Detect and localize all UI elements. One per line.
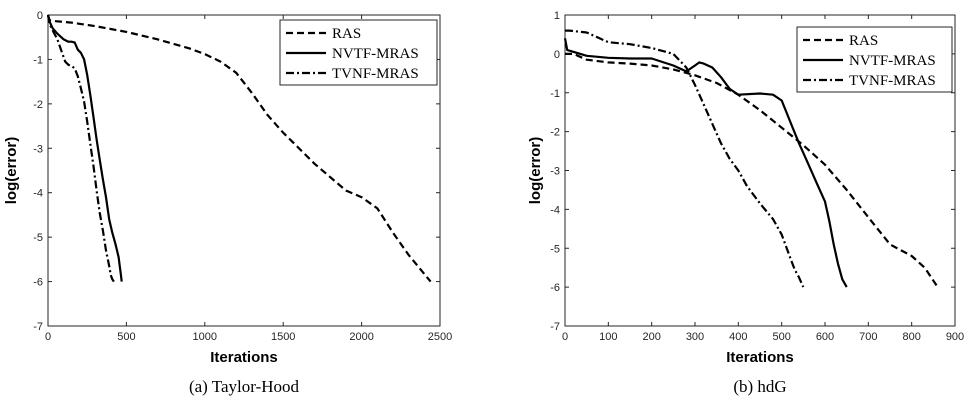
- y-tick-label: -5: [550, 243, 560, 255]
- x-tick-label: 900: [946, 331, 964, 343]
- legend-entry-tvnf-mras: TVNF-MRAS: [332, 66, 419, 82]
- y-tick-label: -2: [550, 127, 560, 139]
- y-tick-label: -2: [33, 99, 43, 111]
- y-tick-label: -5: [33, 232, 43, 244]
- x-tick-label: 1000: [193, 331, 217, 343]
- x-tick-label: 400: [729, 331, 747, 343]
- series-line-ras: [46, 14, 432, 283]
- axes-box: [47, 14, 441, 327]
- y-tick-label: -6: [33, 277, 43, 289]
- legend-entry-nvtf-mras: NVTF-MRAS: [332, 46, 419, 62]
- x-tick-label: 500: [117, 331, 135, 343]
- x-tick-label: 700: [859, 331, 877, 343]
- y-tick-label: -3: [550, 166, 560, 178]
- series-line-ras: [565, 52, 939, 288]
- x-tick-label: 1500: [271, 331, 295, 343]
- y-tick-label: -4: [550, 204, 560, 216]
- x-tick-label: 200: [642, 331, 660, 343]
- panel-caption: (b) hdG: [733, 377, 786, 396]
- y-tick-label: -6: [550, 282, 560, 294]
- y-tick-label: -3: [33, 143, 43, 155]
- x-axis-label: Iterations: [210, 349, 278, 366]
- x-tick-label: 2500: [428, 331, 452, 343]
- y-axis-label: log(error): [527, 137, 544, 205]
- series-line-tvnf-mras: [46, 14, 115, 283]
- legend-entry-tvnf-mras: TVNF-MRAS: [849, 73, 936, 89]
- y-tick-label: -4: [33, 188, 43, 200]
- y-tick-label: -7: [33, 321, 43, 333]
- y-tick-label: 1: [554, 10, 560, 22]
- y-tick-label: 0: [37, 10, 43, 22]
- x-tick-label: 300: [686, 331, 704, 343]
- x-tick-label: 0: [562, 331, 568, 343]
- x-axis-label: Iterations: [726, 349, 794, 366]
- x-tick-label: 0: [45, 331, 51, 343]
- series-line-tvnf-mras: [565, 29, 805, 288]
- legend-entry-nvtf-mras: NVTF-MRAS: [849, 53, 936, 69]
- y-tick-label: -1: [550, 88, 560, 100]
- panel-caption: (a) Taylor-Hood: [189, 377, 300, 396]
- x-tick-label: 500: [772, 331, 790, 343]
- y-tick-label: 0: [554, 49, 560, 61]
- panel-taylor-hood: 0 500 1000 1500 2000 2500 0 -1 -2 -3 -4 -5 -6 -7 Itera…: [3, 10, 452, 396]
- series-line-nvtf-mras: [46, 14, 123, 282]
- x-tick-label: 100: [599, 331, 617, 343]
- x-tick-label: 600: [816, 331, 834, 343]
- x-tick-label: 2000: [349, 331, 373, 343]
- y-tick-label: -7: [550, 321, 560, 333]
- y-tick-label: -1: [33, 54, 43, 66]
- y-axis-label: log(error): [3, 137, 20, 205]
- legend-entry-ras: RAS: [332, 26, 361, 42]
- x-tick-label: 800: [902, 331, 920, 343]
- panel-hdg: 0 100 200 300 400 500 600 700 800 900 1 0 -1 -2 -3 -4 -5…: [527, 10, 964, 396]
- series-line-nvtf-mras: [563, 38, 848, 288]
- legend-entry-ras: RAS: [849, 33, 878, 49]
